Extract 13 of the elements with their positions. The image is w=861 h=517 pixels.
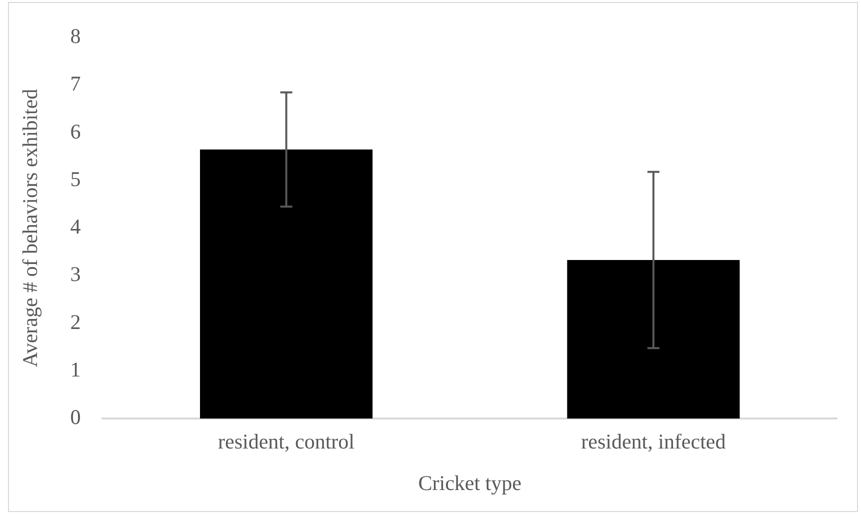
y-tick-label: 0 [70,405,81,430]
y-tick-label: 5 [70,166,81,191]
y-tick-label: 7 [70,72,81,96]
y-tick-label: 8 [70,24,81,48]
y-tick-label: 3 [70,262,81,286]
y-axis-title: Average # of behaviors exhibited [18,88,42,368]
x-tick-label: resident, control [218,430,355,454]
x-tick-label: resident, infected [581,430,726,454]
y-tick-label: 2 [70,310,81,334]
y-tick-label: 1 [70,357,81,382]
x-axis-title: Cricket type [418,470,522,495]
y-tick-label: 6 [70,119,81,144]
y-tick-label: 4 [70,214,82,239]
